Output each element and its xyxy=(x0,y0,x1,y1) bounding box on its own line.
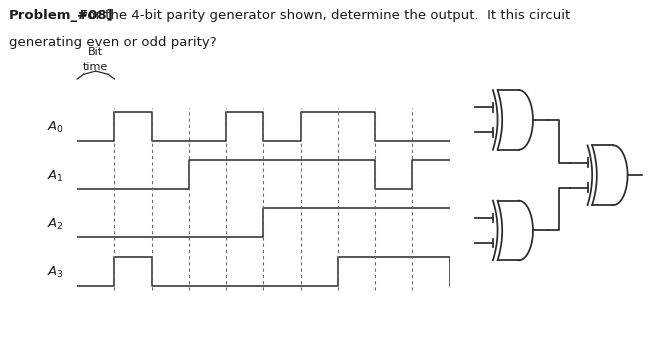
Text: $A_3$: $A_3$ xyxy=(47,265,64,280)
Text: generating even or odd parity?: generating even or odd parity? xyxy=(9,36,216,49)
Text: $A_2$: $A_2$ xyxy=(48,217,64,232)
Text: Problem_#08]: Problem_#08] xyxy=(9,9,113,22)
Text: $A_0$: $A_0$ xyxy=(47,120,64,135)
Text: $A_1$: $A_1$ xyxy=(48,168,64,183)
Text: For the 4-bit parity generator shown, determine the output.  It this circuit: For the 4-bit parity generator shown, de… xyxy=(76,9,570,22)
Text: Bit: Bit xyxy=(88,47,103,57)
Text: time: time xyxy=(83,62,109,72)
